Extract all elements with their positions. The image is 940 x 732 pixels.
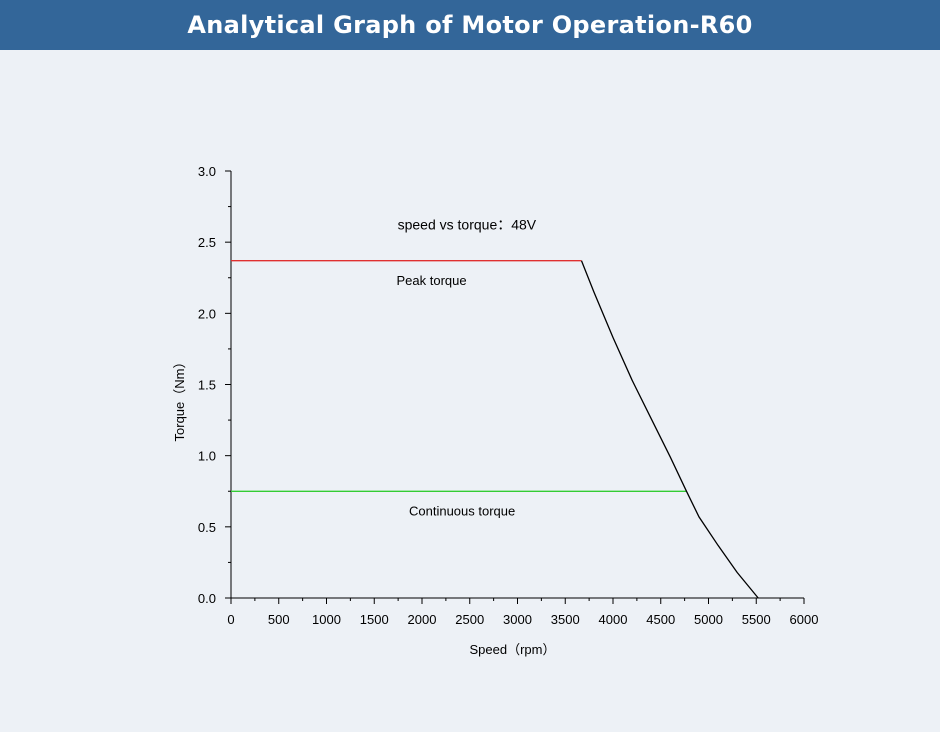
x-tick-label: 2000 <box>408 612 437 627</box>
y-tick-label: 3.0 <box>198 164 216 179</box>
x-tick-label: 4000 <box>599 612 628 627</box>
y-tick-label: 2.5 <box>198 235 216 250</box>
x-tick-label: 1500 <box>360 612 389 627</box>
page-title-bar: Analytical Graph of Motor Operation-R60 <box>0 0 940 50</box>
chart-title: speed vs torque：48V <box>398 216 537 232</box>
x-tick-label: 3000 <box>503 612 532 627</box>
x-axis-title: Speed（rpm） <box>470 642 556 657</box>
x-tick-label: 0 <box>227 612 234 627</box>
y-tick-label: 0.0 <box>198 591 216 606</box>
y-axis-title: Torque（Nm） <box>172 356 187 442</box>
y-tick-label: 1.0 <box>198 449 216 464</box>
annotation-label: Peak torque <box>396 273 466 288</box>
x-tick-label: 500 <box>268 612 290 627</box>
y-tick-label: 0.5 <box>198 520 216 535</box>
series-line-falloff-curve <box>580 260 759 599</box>
x-tick-label: 4500 <box>646 612 675 627</box>
x-tick-label: 6000 <box>790 612 819 627</box>
x-tick-label: 5500 <box>742 612 771 627</box>
y-tick-label: 1.5 <box>198 378 216 393</box>
series-lines <box>231 260 759 599</box>
x-tick-label: 5000 <box>694 612 723 627</box>
x-tick-label: 2500 <box>455 612 484 627</box>
x-tick-label: 3500 <box>551 612 580 627</box>
y-tick-label: 2.0 <box>198 306 216 321</box>
annotation-label: Continuous torque <box>409 503 515 518</box>
x-tick-label: 1000 <box>312 612 341 627</box>
chart-labels: speed vs torque：48V Peak torque Continuous… <box>172 216 555 657</box>
page-title: Analytical Graph of Motor Operation-R60 <box>187 11 753 39</box>
axes: 0 500 1000 1500 2000 2500 3000 3500 4000 4500 5000… <box>198 164 819 627</box>
